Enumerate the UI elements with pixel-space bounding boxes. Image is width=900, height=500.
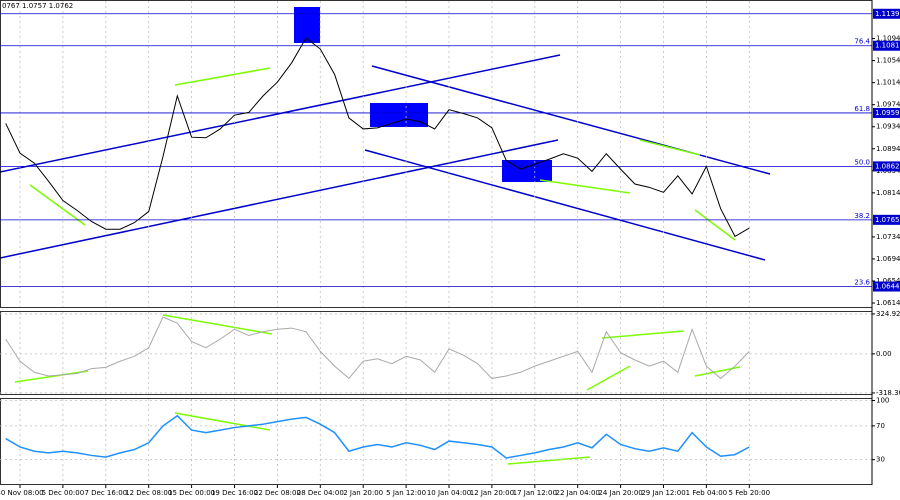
x-tick-label: 10 Jan 04:00 <box>427 489 471 497</box>
y-tick-label: 1.1014 <box>876 79 900 87</box>
level-label: 1.1081 <box>875 42 900 50</box>
level-label-box <box>873 214 900 225</box>
y-tick-label: 100 <box>876 397 889 405</box>
y-tick-label: 1.0614 <box>876 299 900 307</box>
y-tick-label: 324.9243 <box>876 310 900 318</box>
x-tick-label: 12 Jan 20:00 <box>470 489 514 497</box>
fib-label: 76.4 <box>854 38 870 46</box>
level-label: 1.0862 <box>875 162 900 170</box>
y-tick-label: 1.0654 <box>876 277 900 285</box>
fib-label: 50.0 <box>854 158 870 166</box>
series-line <box>5 414 750 459</box>
y-tick-label: 1.0814 <box>876 189 900 197</box>
x-tick-label: 1 Feb 04:00 <box>686 489 727 497</box>
x-tick-label: 2 Jan 20:00 <box>343 489 383 497</box>
x-tick-label: 30 Nov 08:00 <box>0 489 44 497</box>
x-tick-label: 5 Jan 12:00 <box>386 489 426 497</box>
x-tick-label: 15 Dec 00:00 <box>168 489 215 497</box>
y-tick-label: 1.1094 <box>876 35 900 43</box>
x-tick-label: 29 Jan 12:00 <box>641 489 685 497</box>
level-label: 1.0959 <box>875 109 900 117</box>
trend-line <box>364 149 766 261</box>
x-tick-label: 19 Dec 16:00 <box>211 489 258 497</box>
y-tick-label: 0.00 <box>876 350 892 358</box>
level-label: 1.0765 <box>875 216 900 224</box>
series-line <box>5 316 750 380</box>
y-tick-label: 30 <box>876 456 885 464</box>
level-label: 1.1139 <box>875 10 900 18</box>
level-label-box <box>873 281 900 292</box>
x-tick-label: 5 Dec 00:00 <box>42 489 85 497</box>
divergence-lines <box>14 67 741 465</box>
x-tick-label: 12 Dec 08:00 <box>125 489 172 497</box>
y-tick-label: 1.0894 <box>876 145 900 153</box>
level-label-box <box>873 107 900 118</box>
level-label-box <box>873 8 900 19</box>
fib-label: 38.2 <box>854 212 870 220</box>
trend-line <box>0 54 561 173</box>
zone <box>370 103 428 127</box>
trend-line <box>371 65 771 175</box>
fib-label: 61.8 <box>854 105 870 113</box>
fib-label: 23.6 <box>854 279 870 287</box>
annotations <box>0 7 771 465</box>
y-tick-label: 1.1054 <box>876 57 900 65</box>
x-tick-label: 7 Dec 16:00 <box>84 489 127 497</box>
y-tick-label: 1.0734 <box>876 233 900 241</box>
y-tick-label: 1.0974 <box>876 101 900 109</box>
y-tick-label: 1.0934 <box>876 123 900 131</box>
x-tick-label: 17 Jan 12:00 <box>513 489 557 497</box>
y-tick-label: 1.0694 <box>876 255 900 263</box>
zone <box>294 7 320 43</box>
ohlc-text: 0767 1.0757 1.0762 <box>2 2 73 10</box>
level-label: 1.0644 <box>875 283 900 291</box>
x-tick-label: 28 Dec 04:00 <box>297 489 344 497</box>
x-tick-label: 22 Dec 08:00 <box>254 489 301 497</box>
x-tick-label: 22 Jan 04:00 <box>556 489 600 497</box>
level-label-box <box>873 40 900 51</box>
zone <box>502 160 552 182</box>
y-tick-label: 70 <box>876 422 885 430</box>
level-label-box <box>873 161 900 172</box>
trend-line <box>0 139 559 259</box>
series-line <box>5 37 750 238</box>
x-tick-label: 5 Feb 20:00 <box>729 489 770 497</box>
x-tick-label: 24 Jan 20:00 <box>598 489 642 497</box>
y-tick-label: -318.308 <box>876 389 900 397</box>
